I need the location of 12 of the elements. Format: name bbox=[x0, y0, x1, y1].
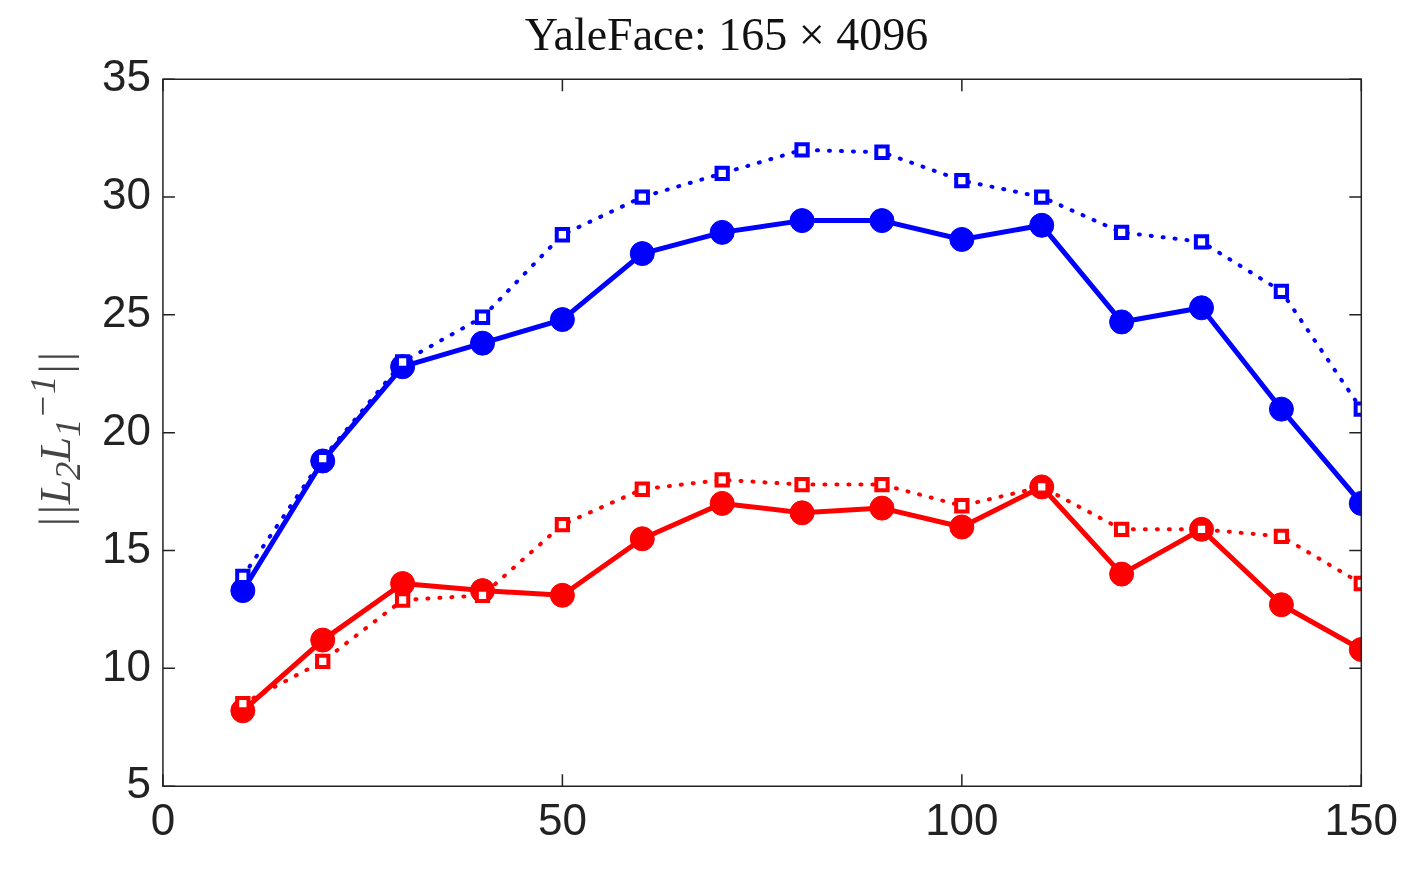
x-tick-label: 50 bbox=[537, 794, 587, 844]
y-tick-label: 10 bbox=[101, 640, 151, 690]
y-tick-label: 35 bbox=[101, 51, 151, 101]
chart-title: YaleFace: 165 × 4096 bbox=[524, 8, 929, 60]
y-tick-label: 25 bbox=[101, 287, 151, 337]
x-tick-label: 0 bbox=[150, 794, 176, 844]
y-tick-label: 5 bbox=[126, 758, 151, 808]
y-tick-label: 20 bbox=[101, 404, 151, 454]
y-tick-label: 15 bbox=[101, 522, 151, 572]
x-tick-label: 100 bbox=[925, 794, 999, 844]
x-tick-label: 150 bbox=[1324, 794, 1398, 844]
y-tick-label: 30 bbox=[101, 169, 151, 219]
